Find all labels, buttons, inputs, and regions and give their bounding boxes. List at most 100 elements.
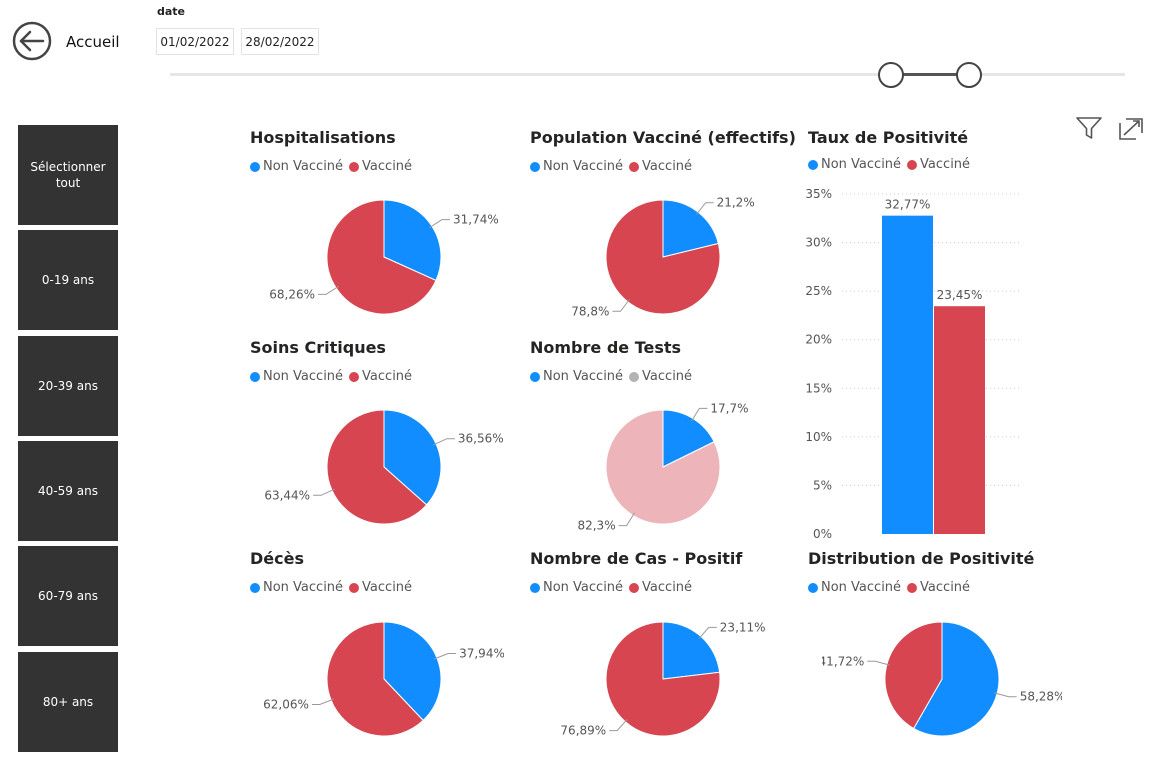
age-filter-select-all[interactable]: Sélectionner tout xyxy=(18,125,118,225)
pie-leader-line xyxy=(318,285,339,295)
deces-title: Décès xyxy=(250,549,304,568)
legend-item[interactable]: Non Vacciné xyxy=(808,580,901,595)
date-end-input[interactable]: 28/02/2022 xyxy=(241,28,319,55)
legend-item[interactable]: Non Vacciné xyxy=(808,157,901,172)
distribution-positivite-pie-chart: 58,28% 41,72% xyxy=(822,621,1062,737)
legend-item[interactable]: Vacciné xyxy=(349,159,412,174)
nombre-cas-positif-pie-chart: 23,11% 76,89% xyxy=(560,620,766,738)
nombre-cas-positif-legend: Non Vacciné Vacciné xyxy=(530,580,698,595)
y-tick-label: 35% xyxy=(805,187,832,201)
age-filter-40-59[interactable]: 40-59 ans xyxy=(18,441,118,541)
focus-mode-icon[interactable] xyxy=(1119,118,1143,140)
legend-swatch xyxy=(250,161,260,172)
bar-data-label: 23,45% xyxy=(937,288,983,302)
legend-item[interactable]: Non Vacciné xyxy=(530,369,623,384)
hospitalisations-title: Hospitalisations xyxy=(250,128,396,147)
legend-swatch xyxy=(907,159,918,170)
legend-swatch xyxy=(250,371,260,382)
legend-swatch xyxy=(629,582,640,593)
legend-swatch xyxy=(349,161,360,172)
pie-leader-line xyxy=(612,299,630,312)
hospitalisations-legend: Non Vacciné Vacciné xyxy=(250,159,418,174)
taux-positivite-bar-chart: 0% 5% 10% 15% 20% 25% 30% 35% 32,77% 23,45% xyxy=(805,187,1022,541)
legend-label: Non Vacciné xyxy=(263,580,344,595)
pie-leader-line xyxy=(429,219,450,229)
pie-leader-line xyxy=(311,698,334,705)
legend-swatch xyxy=(530,582,540,593)
pie-leader-line xyxy=(609,719,628,732)
back-arrow-icon[interactable] xyxy=(12,21,52,61)
filter-icon[interactable] xyxy=(1076,116,1102,140)
pie-leader-line xyxy=(618,512,635,527)
y-tick-label: 20% xyxy=(805,333,832,347)
pie-data-label: 37,94% xyxy=(459,647,504,661)
nombre-cas-positif-title: Nombre de Cas - Positif xyxy=(530,549,743,568)
pie-data-label: 31,74% xyxy=(453,213,499,227)
legend-swatch xyxy=(907,582,918,593)
date-slider-end-handle[interactable] xyxy=(956,62,982,88)
y-tick-label: 0% xyxy=(813,527,832,541)
age-filter-60-79[interactable]: 60-79 ans xyxy=(18,546,118,646)
legend-label: Vacciné xyxy=(920,157,971,172)
distribution-positivite-legend: Non Vacciné Vacciné xyxy=(808,580,976,595)
age-filter-0-19[interactable]: 0-19 ans xyxy=(18,230,118,330)
legend-label: Vacciné xyxy=(362,159,413,174)
soins-critiques-legend: Non Vacciné Vacciné xyxy=(250,369,418,384)
legend-item[interactable]: Vacciné xyxy=(629,159,692,174)
pie-data-label: 17,7% xyxy=(710,401,748,415)
legend-item[interactable]: Non Vacciné xyxy=(530,159,623,174)
date-slicer-caption: date xyxy=(157,5,186,18)
age-filter-20-39[interactable]: 20-39 ans xyxy=(18,336,118,436)
legend-label: Non Vacciné xyxy=(821,157,902,172)
pie-leader-line xyxy=(691,407,708,422)
taux-positivite-title: Taux de Positivité xyxy=(808,128,969,147)
legend-item[interactable]: Non Vacciné xyxy=(250,369,343,384)
date-slider-range xyxy=(890,73,969,76)
pie-data-label: 78,8% xyxy=(571,304,609,318)
legend-item[interactable]: Vacciné xyxy=(907,157,970,172)
taux-positivite-legend: Non Vacciné Vacciné xyxy=(808,157,976,172)
y-tick-label: 15% xyxy=(805,381,832,395)
home-label[interactable]: Accueil xyxy=(66,33,120,51)
pie-leader-line xyxy=(867,660,890,666)
legend-label: Vacciné xyxy=(642,369,693,384)
pie-data-label: 23,11% xyxy=(720,620,766,634)
legend-label: Non Vacciné xyxy=(543,159,624,174)
pie-leader-line xyxy=(434,653,457,660)
pie-data-label: 58,28% xyxy=(1020,690,1062,704)
legend-label: Non Vacciné xyxy=(543,369,624,384)
pie-data-label: 76,89% xyxy=(560,724,606,738)
bar-non-vaccine[interactable] xyxy=(882,215,933,535)
date-start-input[interactable]: 01/02/2022 xyxy=(156,28,234,55)
legend-item[interactable]: Vacciné xyxy=(629,580,692,595)
legend-item[interactable]: Non Vacciné xyxy=(250,580,343,595)
legend-swatch xyxy=(530,161,540,172)
pie-data-label: 82,3% xyxy=(577,519,615,533)
date-slider-track[interactable] xyxy=(170,73,1125,76)
deces-legend: Non Vacciné Vacciné xyxy=(250,580,418,595)
legend-item[interactable]: Vacciné xyxy=(349,369,412,384)
age-filter-80-plus[interactable]: 80+ ans xyxy=(18,652,118,752)
pie-slice-non-vaccine[interactable] xyxy=(662,621,721,680)
nombre-tests-pie-chart: 17,7% 82,3% xyxy=(577,401,748,533)
legend-item[interactable]: Vacciné xyxy=(907,580,970,595)
deces-pie-chart: 37,94% 62,06% xyxy=(264,621,504,737)
legend-swatch xyxy=(808,159,818,170)
pie-data-label: 21,2% xyxy=(717,196,755,210)
legend-swatch xyxy=(530,371,540,382)
legend-item[interactable]: Non Vacciné xyxy=(530,580,623,595)
bar-vaccine[interactable] xyxy=(934,306,985,534)
legend-swatch xyxy=(808,582,818,593)
legend-swatch xyxy=(250,582,260,593)
legend-swatch xyxy=(349,371,360,382)
y-tick-label: 5% xyxy=(813,478,832,492)
y-tick-label: 10% xyxy=(805,430,832,444)
legend-item[interactable]: Vacciné xyxy=(629,369,692,384)
legend-label: Vacciné xyxy=(642,159,693,174)
pie-data-label: 68,26% xyxy=(269,287,315,301)
legend-item[interactable]: Non Vacciné xyxy=(250,159,343,174)
date-slider-start-handle[interactable] xyxy=(878,62,904,88)
legend-item[interactable]: Vacciné xyxy=(349,580,412,595)
legend-swatch xyxy=(349,582,360,593)
hospitalisations-pie-chart: 31,74% 68,26% xyxy=(269,199,499,315)
